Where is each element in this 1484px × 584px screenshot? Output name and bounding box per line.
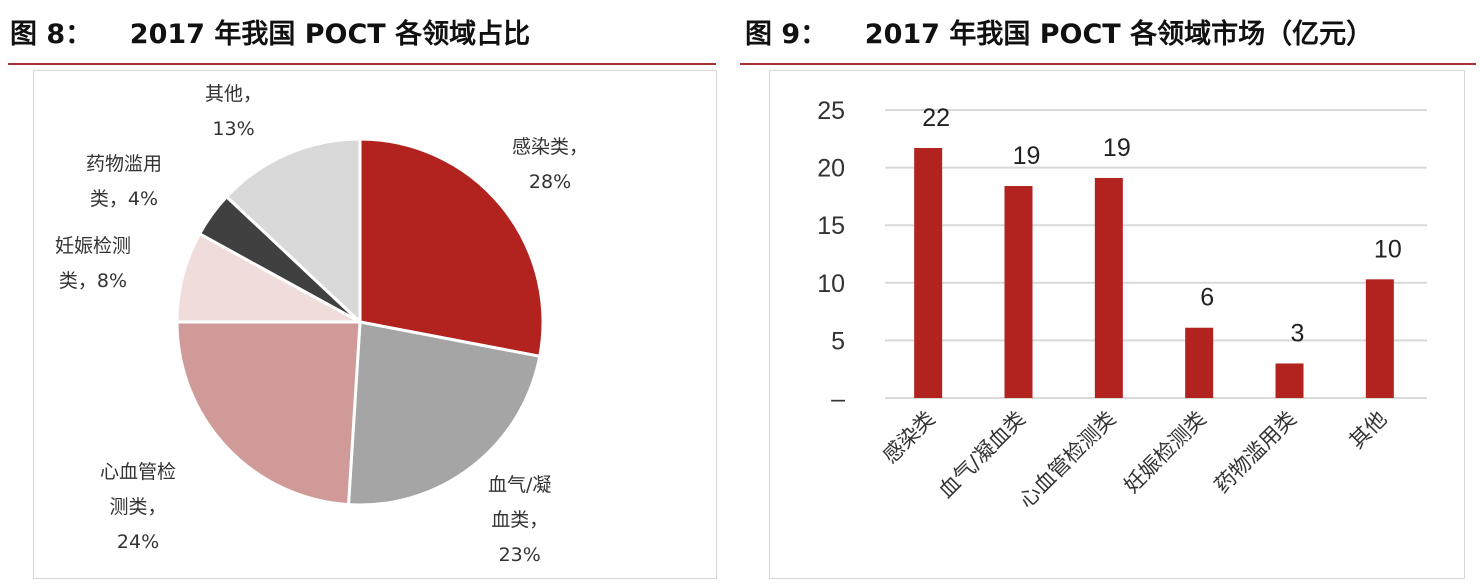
pie-chart	[175, 137, 545, 507]
y-tick-label: –	[831, 385, 845, 413]
bar-chart-frame	[769, 70, 1465, 579]
bar-chart-title: 图 9： 2017 年我国 POCT 各领域市场（亿元）	[745, 19, 1374, 50]
pie-label-other: 其他， 13%	[205, 83, 263, 140]
data-label: 10	[1374, 235, 1402, 263]
x-tick-label: 药物滥用类	[1210, 407, 1301, 498]
y-tick-label: 25	[817, 97, 845, 125]
pie-slice-1	[346, 320, 542, 507]
pie-chart-title: 图 8： 2017 年我国 POCT 各领域占比	[10, 19, 531, 50]
pie-label-blood-gas: 血气/凝 血类， 23%	[488, 474, 552, 566]
pie-slice-5	[224, 137, 362, 326]
pie-label-cardio: 心血管检 测类， 24%	[100, 461, 177, 553]
x-tick-label: 妊娠检测类	[1119, 407, 1210, 498]
y-tick-label: 10	[817, 270, 845, 298]
y-tick-label: 5	[831, 327, 845, 355]
data-label: 6	[1200, 284, 1214, 312]
data-label: 19	[1013, 142, 1041, 170]
pie-slice-2	[175, 320, 362, 507]
x-tick-label: 心血管检测类	[1014, 407, 1120, 513]
data-label: 19	[1103, 134, 1131, 162]
bar-title-rule	[740, 63, 1476, 65]
bar-3	[1185, 327, 1214, 398]
pie-chart-frame	[33, 70, 717, 579]
x-tick-label: 感染类	[878, 407, 940, 469]
pie-slice-3	[175, 231, 361, 324]
y-tick-label: 20	[817, 155, 845, 183]
bar-4	[1275, 363, 1304, 398]
bar-2	[1094, 177, 1123, 398]
data-label: 22	[922, 104, 950, 132]
bar-5	[1365, 279, 1394, 398]
pie-label-infection: 感染类， 28%	[512, 136, 589, 193]
data-label: 3	[1291, 319, 1305, 347]
x-tick-label: 其他	[1345, 407, 1392, 454]
x-tick-label: 血气/凝血类	[934, 407, 1030, 503]
bar-1	[1004, 186, 1033, 398]
y-tick-label: 15	[817, 212, 845, 240]
pie-label-drug: 药物滥用 类，4%	[86, 153, 163, 210]
pie-title-rule	[8, 63, 716, 65]
bar-0	[914, 148, 943, 398]
pie-slice-0	[358, 137, 545, 359]
pie-label-pregnancy: 妊娠检测 类，8%	[55, 235, 132, 292]
